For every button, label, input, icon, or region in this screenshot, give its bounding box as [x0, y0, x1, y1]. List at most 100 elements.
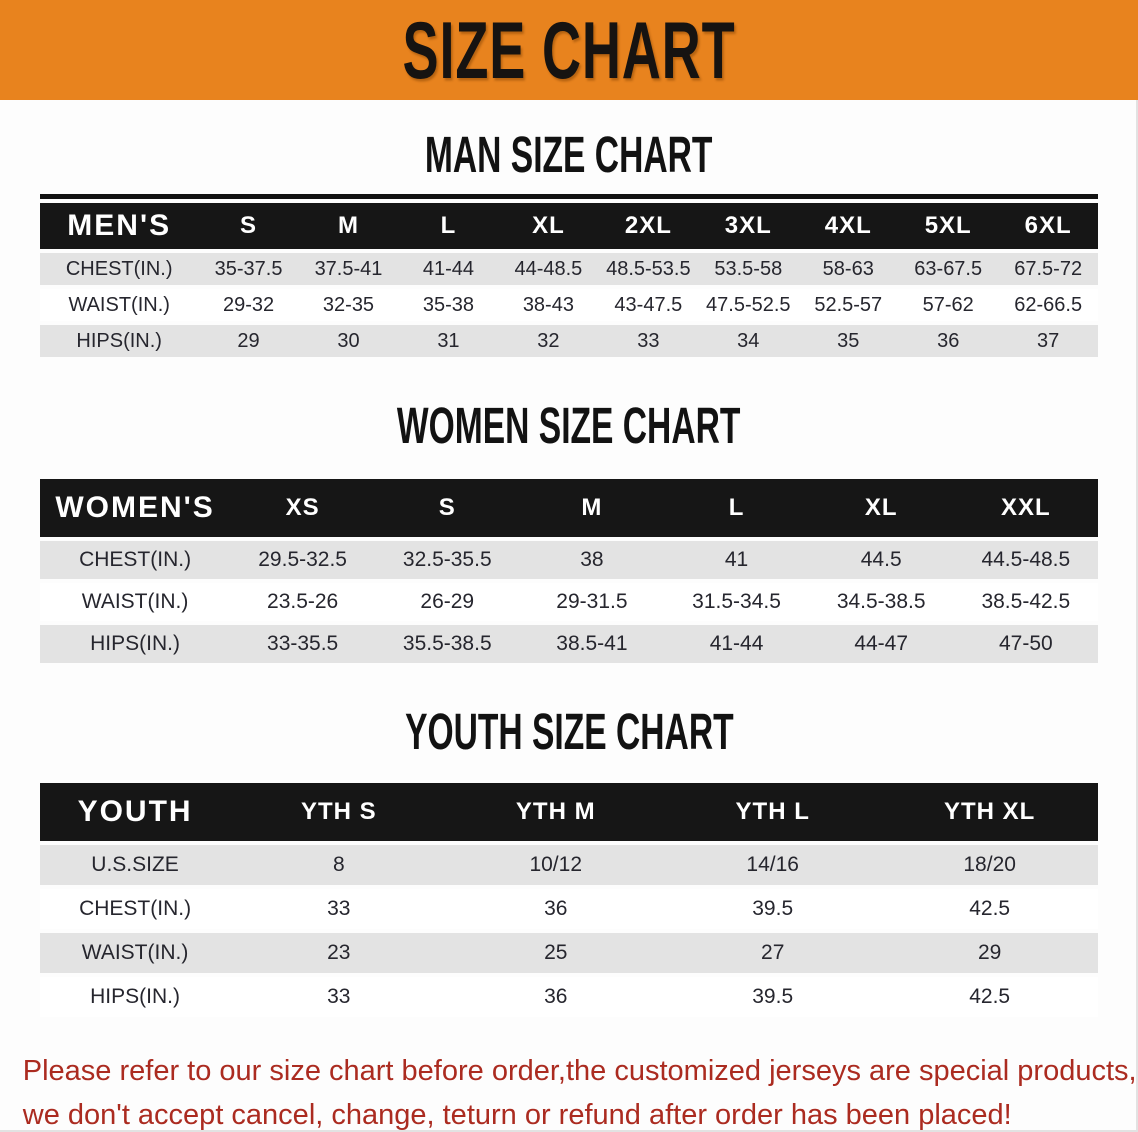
youth-section-heading-text: YOUTH SIZE CHART [404, 702, 734, 761]
size-value: 29 [198, 325, 299, 357]
row-label: HIPS(IN.) [39, 625, 231, 663]
size-value: 37 [998, 325, 1099, 357]
size-column-header: 3XL [698, 203, 799, 249]
size-value: 32-35 [298, 289, 399, 321]
size-column-header: YTH XL [881, 783, 1099, 841]
size-column-header: YTH S [230, 783, 448, 841]
section-men: MAN SIZE CHART MEN'S S M L XL 2XL 3XL 4XL 5XL 6XL… [0, 126, 1138, 361]
table-row: CHEST(IN.) 35-37.5 37.5-41 41-44 44-48.5 48.5… [39, 253, 1099, 285]
size-column-header: 6XL [998, 203, 1099, 249]
size-value: 41 [664, 541, 809, 579]
size-value: 8 [230, 845, 448, 885]
size-value: 25 [447, 933, 665, 973]
row-label: WAIST(IN.) [39, 289, 199, 321]
size-value: 36 [447, 889, 665, 929]
table-row: WAIST(IN.) 29-32 32-35 35-38 38-43 43-47.5 47.… [39, 289, 1099, 321]
size-value: 44-47 [808, 625, 954, 663]
section-women: WOMEN SIZE CHART WOMEN'S XS S M L XL XXL CHEST(… [0, 397, 1138, 667]
women-section-heading-text: WOMEN SIZE CHART [397, 396, 741, 455]
size-value: 33 [598, 325, 699, 357]
size-value: 35.5-38.5 [374, 625, 520, 663]
size-value: 41-44 [398, 253, 499, 285]
size-value: 31.5-34.5 [664, 583, 809, 621]
table-title: MEN'S [39, 203, 199, 249]
table-header-row: MEN'S S M L XL 2XL 3XL 4XL 5XL 6XL [39, 203, 1099, 249]
size-value: 29-32 [198, 289, 299, 321]
size-value: 38 [519, 541, 665, 579]
size-column-header: 2XL [598, 203, 699, 249]
size-column-header: L [664, 479, 809, 537]
size-value: 58-63 [798, 253, 899, 285]
size-value: 26-29 [374, 583, 520, 621]
row-label: WAIST(IN.) [39, 583, 231, 621]
size-column-header: S [374, 479, 520, 537]
row-label: HIPS(IN.) [39, 977, 231, 1017]
table-row: WAIST(IN.) 23 25 27 29 [39, 933, 1099, 973]
row-label: CHEST(IN.) [39, 889, 231, 929]
table-row: U.S.SIZE 8 10/12 14/16 18/20 [39, 845, 1099, 885]
size-value: 29.5-32.5 [230, 541, 375, 579]
size-column-header: XXL [953, 479, 1099, 537]
row-label: U.S.SIZE [39, 845, 231, 885]
size-value: 53.5-58 [698, 253, 799, 285]
size-value: 47.5-52.5 [698, 289, 799, 321]
size-value: 41-44 [664, 625, 809, 663]
row-label: CHEST(IN.) [39, 541, 231, 579]
size-value: 44-48.5 [498, 253, 599, 285]
size-value: 63-67.5 [898, 253, 999, 285]
size-value: 29 [881, 933, 1099, 973]
size-value: 29-31.5 [519, 583, 665, 621]
row-label: HIPS(IN.) [39, 325, 199, 357]
size-column-header: 4XL [798, 203, 899, 249]
size-value: 42.5 [881, 889, 1099, 929]
men-section-heading: MAN SIZE CHART [0, 126, 1138, 183]
size-value: 62-66.5 [998, 289, 1099, 321]
men-section-heading-text: MAN SIZE CHART [425, 125, 713, 184]
size-value: 31 [398, 325, 499, 357]
size-value: 47-50 [953, 625, 1099, 663]
youth-size-table: YOUTH YTH S YTH M YTH L YTH XL U.S.SIZE 8 10/12… [39, 779, 1099, 1021]
size-value: 18/20 [881, 845, 1099, 885]
size-column-header: L [398, 203, 499, 249]
size-value: 67.5-72 [998, 253, 1099, 285]
women-size-table: WOMEN'S XS S M L XL XXL CHEST(IN.) 29.5-32.5 32.5… [39, 475, 1099, 667]
size-value: 44.5 [808, 541, 954, 579]
size-value: 37.5-41 [298, 253, 399, 285]
size-value: 48.5-53.5 [598, 253, 699, 285]
size-value: 52.5-57 [798, 289, 899, 321]
size-value: 33 [230, 977, 448, 1017]
size-value: 36 [898, 325, 999, 357]
table-header-row: YOUTH YTH S YTH M YTH L YTH XL [39, 783, 1099, 841]
size-value: 42.5 [881, 977, 1099, 1017]
size-value: 14/16 [664, 845, 882, 885]
size-value: 44.5-48.5 [953, 541, 1099, 579]
banner: SIZE CHART [0, 0, 1138, 100]
size-value: 38-43 [498, 289, 599, 321]
size-value: 34 [698, 325, 799, 357]
size-value: 33-35.5 [230, 625, 375, 663]
table-row: CHEST(IN.) 33 36 39.5 42.5 [39, 889, 1099, 929]
table-title: YOUTH [39, 783, 231, 841]
size-value: 36 [447, 977, 665, 1017]
table-row: HIPS(IN.) 33-35.5 35.5-38.5 38.5-41 41-44 44-… [39, 625, 1099, 663]
size-value: 27 [664, 933, 882, 973]
women-section-heading: WOMEN SIZE CHART [0, 397, 1138, 454]
table-title: WOMEN'S [39, 479, 231, 537]
size-value: 23.5-26 [230, 583, 375, 621]
size-value: 34.5-38.5 [808, 583, 954, 621]
table-row: WAIST(IN.) 23.5-26 26-29 29-31.5 31.5-34.5 34… [39, 583, 1099, 621]
notice-line-1: Please refer to our size chart before or… [22, 1055, 1137, 1087]
size-value: 39.5 [664, 977, 882, 1017]
size-column-header: XL [808, 479, 954, 537]
size-value: 32 [498, 325, 599, 357]
size-column-header: XL [498, 203, 599, 249]
size-column-header: M [519, 479, 665, 537]
banner-title: SIZE CHART [402, 4, 736, 96]
men-size-table: MEN'S S M L XL 2XL 3XL 4XL 5XL 6XL CHEST(IN.) 35-37… [39, 194, 1099, 361]
size-column-header: XS [230, 479, 375, 537]
order-notice: Please refer to our size chart before or… [22, 1049, 1137, 1132]
size-value: 32.5-35.5 [374, 541, 520, 579]
row-label: CHEST(IN.) [39, 253, 199, 285]
table-row: HIPS(IN.) 33 36 39.5 42.5 [39, 977, 1099, 1017]
